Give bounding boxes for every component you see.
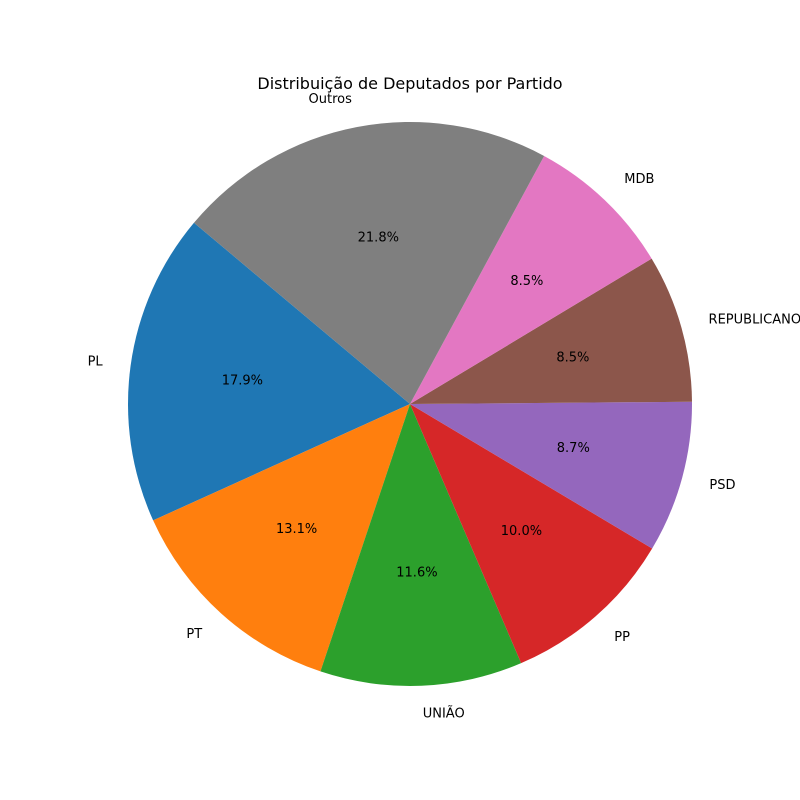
- percent-label: 21.8%: [358, 230, 399, 245]
- percent-label: 13.1%: [276, 522, 317, 537]
- chart-title: Distribuição de Deputados por Partido: [257, 74, 562, 93]
- category-label: PT: [186, 627, 202, 642]
- pie-slice-mdb: [410, 155, 652, 404]
- pie-slice-pp: [410, 404, 653, 664]
- percent-label: 11.6%: [396, 566, 437, 581]
- category-label: PP: [614, 630, 630, 645]
- pie-slice-pt: [153, 404, 410, 672]
- pie-slice-psd: [410, 401, 692, 549]
- category-label: REPUBLICANOS: [709, 312, 800, 327]
- pie-slice-união: [320, 404, 522, 686]
- percent-label: 8.7%: [557, 441, 590, 456]
- pie-slice-pl: [127, 222, 410, 521]
- percent-label: 17.9%: [222, 374, 263, 389]
- category-label: MDB: [624, 172, 654, 187]
- pie-slices: [127, 122, 692, 686]
- percent-label: 8.5%: [510, 274, 543, 289]
- percent-label: 8.5%: [556, 351, 589, 366]
- pie-slice-outros: [193, 122, 545, 405]
- pie-labels: PL 17.9% PT 13.1% UNIÃO 11.6% PP 10.0% PSD 8.7% RE…: [88, 92, 800, 722]
- pie-slice-republicanos: [410, 258, 692, 404]
- category-label: PSD: [709, 478, 735, 493]
- category-label: UNIÃO: [423, 705, 465, 721]
- percent-label: 10.0%: [501, 524, 542, 539]
- category-label: Outros: [309, 92, 353, 107]
- category-label: PL: [88, 354, 104, 369]
